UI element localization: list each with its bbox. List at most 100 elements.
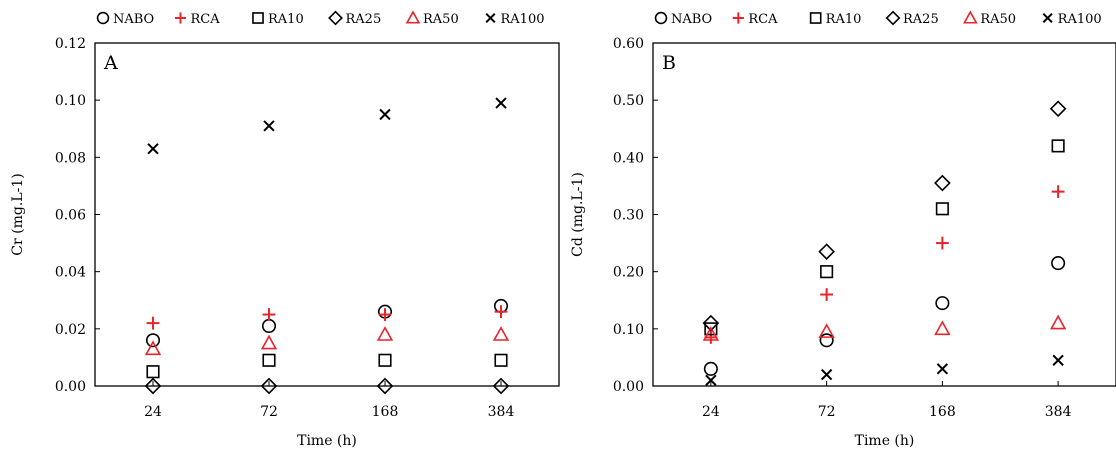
x-tick-label: 24 (144, 404, 162, 420)
data-point-b (705, 374, 717, 386)
data-point-shape (144, 377, 162, 395)
data-point (936, 363, 949, 375)
y-tick-label: 0.60 (613, 36, 644, 52)
legend-label: NABO (671, 12, 712, 27)
data-point-shape (145, 333, 161, 348)
data-point (1051, 256, 1066, 271)
x-tick-label: 168 (929, 404, 956, 420)
data-point-shape (702, 326, 720, 341)
y-axis-title: Cr (mg.L-1) (10, 173, 26, 255)
data-point (1052, 354, 1064, 366)
series-rca (704, 185, 1065, 344)
data-point (820, 265, 834, 279)
x-tick-label: 168 (372, 404, 399, 420)
legend: NABO RCA RA10 RA25 RA50 RA100 (96, 10, 545, 27)
data-point (820, 368, 833, 381)
legend-label: RA100 (501, 12, 545, 27)
series-ra50 (702, 314, 1067, 341)
data-point (260, 377, 278, 395)
y-axis-title: Cd (mg.L-1) (570, 172, 586, 257)
data-point (262, 308, 276, 321)
legend-marker (485, 12, 496, 24)
y-tick-label: 0.00 (613, 379, 644, 395)
series-ra50 (144, 326, 510, 356)
x-tick-label: 24 (702, 404, 720, 420)
data-point-shape (1049, 314, 1067, 330)
data-point (702, 326, 720, 341)
data-point-shape (1051, 139, 1065, 153)
legend-marker (963, 10, 978, 24)
chart-panel-a: 0.00 0.02 0.04 0.06 0.08 0.10 0.12 24 72 168 384 Ti… (10, 10, 560, 449)
data-point (702, 314, 720, 332)
data-point (494, 353, 508, 367)
legend: NABO RCA RA10 RA25 RA50 RA100 (654, 10, 1102, 27)
data-point (1049, 100, 1067, 118)
data-point-shape (260, 334, 278, 350)
y-tick-label: 0.30 (613, 208, 644, 224)
legend-marker (654, 11, 668, 25)
data-point-shape (262, 353, 276, 367)
plot-frame (94, 42, 560, 387)
data-point (147, 143, 159, 155)
data-point-shape (1049, 100, 1067, 118)
data-point-b (1052, 354, 1064, 366)
x-axis-title: Time (h) (297, 433, 357, 449)
data-point-shape (494, 353, 508, 367)
data-point-shape (492, 377, 510, 395)
data-point (144, 377, 162, 395)
data-point-shape (934, 174, 951, 192)
legend-label: RA10 (268, 12, 304, 27)
legend-marker-b (1042, 12, 1053, 24)
series-nabo (703, 256, 1066, 376)
data-point-shape (146, 365, 160, 379)
data-point-shape (261, 318, 277, 334)
legend-marker (809, 12, 822, 24)
x-tick-label: 384 (1045, 404, 1072, 420)
data-point (494, 305, 508, 319)
data-point (818, 323, 835, 338)
legend-label: NABO (113, 12, 154, 27)
plot-frame (652, 42, 1116, 387)
panel-label: B (662, 52, 676, 74)
data-point (376, 377, 394, 395)
x-tick-label: 72 (818, 404, 836, 420)
legend-label: RA100 (1058, 12, 1102, 27)
data-point (146, 365, 160, 379)
legend-label: RA10 (826, 12, 862, 27)
data-point-shape (260, 377, 278, 395)
data-point-shape (492, 326, 510, 341)
legend-marker (1042, 12, 1053, 24)
legend-marker (174, 12, 187, 24)
series-ra25 (702, 100, 1067, 332)
data-point (1051, 185, 1065, 199)
legend-marker-shape (405, 10, 421, 24)
data-point-shape (818, 243, 835, 260)
data-point-shape (934, 320, 951, 336)
data-point-shape (818, 323, 835, 338)
data-point-shape (935, 202, 949, 216)
data-point (261, 318, 277, 334)
y-tick-label: 0.12 (55, 36, 86, 52)
y-tick-label: 0.20 (613, 265, 644, 281)
data-point (935, 296, 950, 311)
data-point-b (820, 368, 833, 381)
y-tick-label: 0.02 (55, 322, 86, 338)
series-ra100 (705, 354, 1064, 386)
data-point (820, 288, 834, 301)
data-point (260, 334, 278, 350)
data-point-shape (1051, 256, 1066, 271)
legend-marker-shape (885, 10, 901, 26)
data-point (492, 326, 510, 341)
legend-marker-b (485, 12, 496, 24)
data-point-shape (144, 340, 162, 356)
legend-marker (328, 10, 343, 26)
data-point (145, 333, 161, 348)
data-point-shape (704, 322, 718, 336)
data-point-b (495, 97, 507, 109)
data-point (378, 353, 392, 367)
legend-label: RA50 (980, 12, 1016, 27)
data-point (376, 326, 394, 341)
data-point (378, 308, 392, 321)
legend-marker (96, 11, 110, 25)
